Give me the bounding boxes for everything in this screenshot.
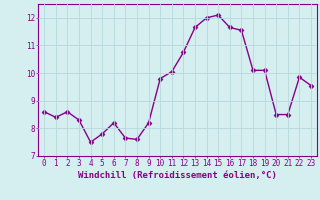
X-axis label: Windchill (Refroidissement éolien,°C): Windchill (Refroidissement éolien,°C) xyxy=(78,171,277,180)
